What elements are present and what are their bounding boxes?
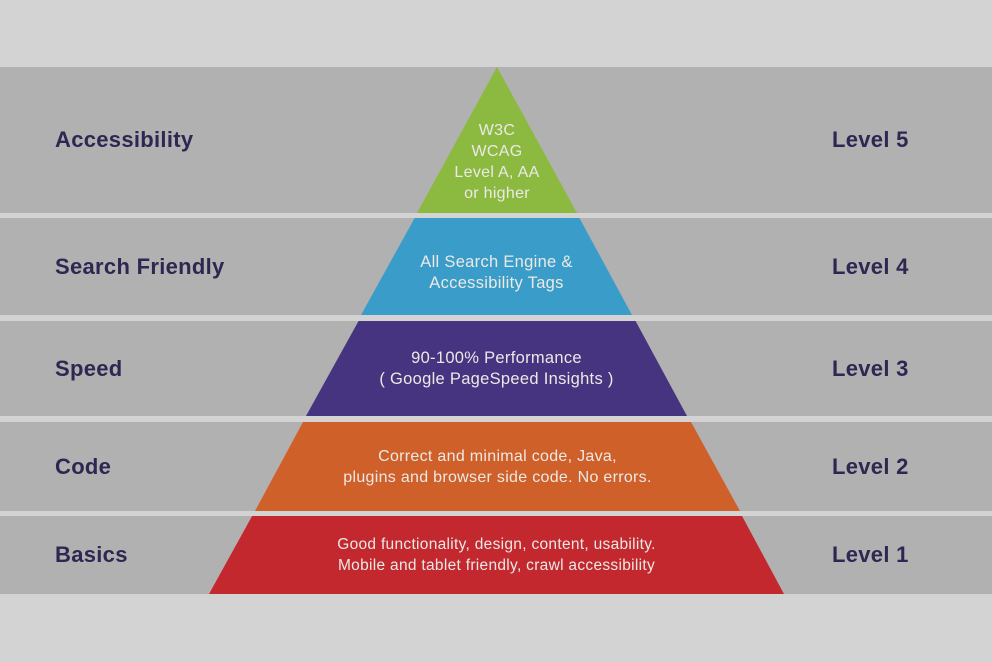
pyramid-level-3-text: ( Google PageSpeed Insights ) — [379, 369, 614, 388]
pyramid-level-4-text: Accessibility Tags — [429, 273, 564, 292]
pyramid-level-5-text: WCAG — [471, 143, 523, 160]
pyramid-level-1-text: Mobile and tablet friendly, crawl access… — [337, 557, 656, 574]
pyramid-level-2-text: Correct and minimal code, Java, — [378, 447, 617, 465]
level-label-2: Level 2 — [832, 453, 909, 479]
category-label-speed: Speed — [55, 355, 123, 381]
pyramid-level-5-text: Level A, AA — [454, 164, 540, 181]
pyramid-level-5-text: or higher — [464, 185, 530, 202]
pyramid-level-3-speed: 90-100% Performance ( Google PageSpeed I… — [306, 321, 687, 416]
pyramid-level-1-text: Good functionality, design, content, usa… — [337, 536, 656, 553]
pyramid-level-3-text: 90-100% Performance — [411, 348, 582, 367]
level-label-4: Level 4 — [832, 253, 909, 279]
pyramid-level-5-text: W3C — [478, 122, 516, 139]
pyramid-level-4-search-friendly: All Search Engine & Accessibility Tags — [361, 218, 632, 315]
category-label-basics: Basics — [55, 542, 128, 567]
pyramid-level-4-text: All Search Engine & — [420, 252, 573, 271]
pyramid-level-2-code: Correct and minimal code, Java, plugins … — [255, 422, 740, 511]
category-label-code: Code — [55, 453, 112, 479]
category-label-search-friendly: Search Friendly — [55, 253, 225, 279]
level-label-1: Level 1 — [832, 542, 909, 567]
pyramid-level-2-text: plugins and browser side code. No errors… — [343, 468, 652, 486]
pyramid-level-1-basics: Good functionality, design, content, usa… — [209, 516, 784, 594]
level-label-5: Level 5 — [832, 127, 909, 152]
category-label-accessibility: Accessibility — [55, 127, 194, 152]
level-label-3: Level 3 — [832, 355, 909, 381]
